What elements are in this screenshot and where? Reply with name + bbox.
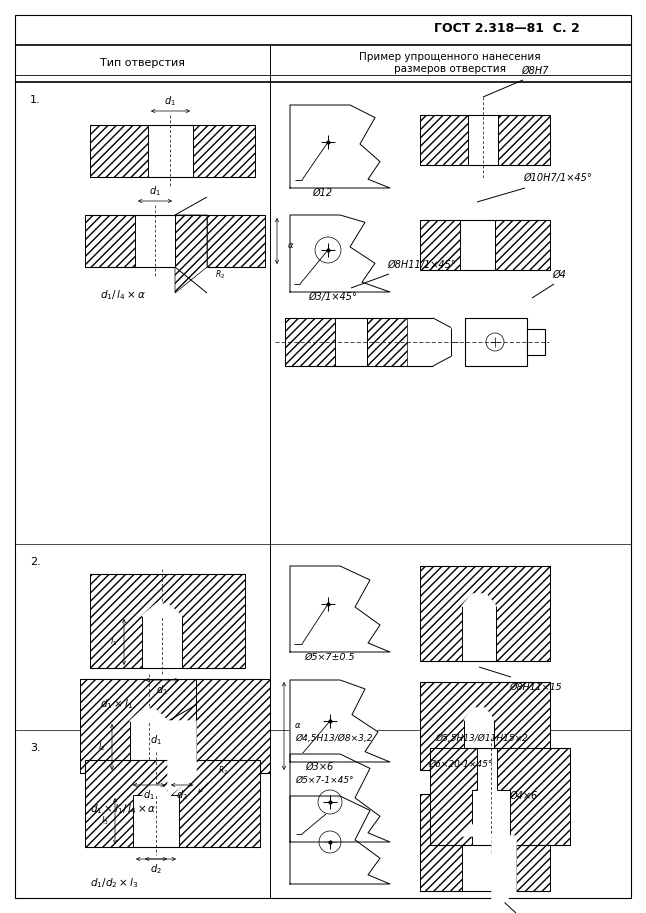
Text: Тип отверстия: Тип отверстия <box>99 58 185 68</box>
Polygon shape <box>290 215 390 292</box>
Bar <box>90 125 148 177</box>
Bar <box>468 115 498 165</box>
Bar <box>335 318 367 366</box>
Text: ГОСТ 2.318—81  С. 2: ГОСТ 2.318—81 С. 2 <box>434 22 580 35</box>
Text: $l_2$: $l_2$ <box>98 740 106 753</box>
Text: Ø4×6: Ø4×6 <box>509 791 537 801</box>
Bar <box>207 215 265 267</box>
Bar <box>460 220 495 270</box>
Bar <box>80 679 270 773</box>
Polygon shape <box>464 708 494 720</box>
Bar <box>85 215 135 267</box>
Bar <box>135 215 175 267</box>
Polygon shape <box>290 680 390 762</box>
Text: Пример упрощенного нанесения
размеров отверстия: Пример упрощенного нанесения размеров от… <box>359 52 541 74</box>
Text: $l_1$: $l_1$ <box>110 635 118 648</box>
Text: Ø3/1×45°: Ø3/1×45° <box>308 292 357 302</box>
Text: $d_1$: $d_1$ <box>164 94 176 108</box>
Bar <box>420 115 468 165</box>
Polygon shape <box>175 215 207 293</box>
Text: $R_2$: $R_2$ <box>215 268 225 281</box>
Bar <box>90 574 245 668</box>
Polygon shape <box>290 566 390 652</box>
Bar <box>420 682 550 770</box>
Bar <box>472 790 510 845</box>
Text: 3.: 3. <box>30 743 41 753</box>
Bar <box>285 318 335 366</box>
Text: $R_2$: $R_2$ <box>218 765 228 777</box>
Bar <box>367 318 407 366</box>
Text: $d_1$: $d_1$ <box>143 788 155 802</box>
Polygon shape <box>290 796 390 884</box>
Text: $d_2$: $d_2$ <box>150 862 162 876</box>
Polygon shape <box>142 604 182 616</box>
Bar <box>477 748 497 791</box>
Bar <box>430 748 570 845</box>
Text: Ø8H11×15: Ø8H11×15 <box>509 683 561 691</box>
Bar <box>420 566 550 661</box>
Text: 2.: 2. <box>30 557 41 567</box>
Text: $d_2$: $d_2$ <box>176 788 188 802</box>
Polygon shape <box>290 754 390 842</box>
Text: $d_1/\,l_4 \times \alpha$: $d_1/\,l_4 \times \alpha$ <box>100 289 146 302</box>
Text: 1.: 1. <box>30 95 41 105</box>
Text: Ø5,5H13/Ø11H15×2: Ø5,5H13/Ø11H15×2 <box>435 733 528 742</box>
Text: $l_3$: $l_3$ <box>101 814 109 827</box>
Polygon shape <box>462 825 492 836</box>
Text: Ø5×7±0.5: Ø5×7±0.5 <box>304 653 355 662</box>
Bar <box>420 220 550 270</box>
Polygon shape <box>142 785 170 795</box>
Text: $d_1 \times l_1/\,l_4 \times \alpha$: $d_1 \times l_1/\,l_4 \times \alpha$ <box>90 803 156 816</box>
Text: Ø8H7: Ø8H7 <box>521 66 548 76</box>
Text: $d_1 \times l_1$: $d_1 \times l_1$ <box>100 698 133 711</box>
Polygon shape <box>290 105 390 188</box>
Bar <box>498 115 550 165</box>
Text: $d_1/d_2 \times l_3$: $d_1/d_2 \times l_3$ <box>90 876 138 890</box>
Text: $\alpha$: $\alpha$ <box>295 721 302 730</box>
Polygon shape <box>168 721 196 797</box>
Text: $\alpha$: $\alpha$ <box>287 240 295 249</box>
Bar <box>142 795 170 847</box>
Bar <box>465 318 527 366</box>
Bar <box>527 329 545 355</box>
Text: $d_1$: $d_1$ <box>156 683 168 697</box>
Text: Ø12: Ø12 <box>312 188 332 198</box>
Text: $d_1$: $d_1$ <box>150 733 162 747</box>
Text: Ø4,5H13/Ø8×3,2: Ø4,5H13/Ø8×3,2 <box>295 733 373 742</box>
Polygon shape <box>492 836 516 913</box>
Text: Ø4: Ø4 <box>552 270 566 280</box>
Text: Ø8H11/1×45°: Ø8H11/1×45° <box>387 260 455 270</box>
Text: $d_1$: $d_1$ <box>149 184 161 198</box>
Bar <box>462 836 492 891</box>
Polygon shape <box>462 594 496 606</box>
Bar <box>193 125 255 177</box>
Bar <box>477 748 497 790</box>
Text: Ø3×6: Ø3×6 <box>305 762 333 772</box>
Polygon shape <box>130 709 168 721</box>
Bar <box>142 616 182 668</box>
Bar <box>420 794 550 891</box>
Text: Ø10H7/1×45°: Ø10H7/1×45° <box>523 173 592 183</box>
Bar <box>148 125 193 177</box>
Bar <box>130 721 168 773</box>
Bar <box>133 795 179 847</box>
Text: Ø6×20-1×45°: Ø6×20-1×45° <box>428 760 492 769</box>
Bar <box>85 760 260 847</box>
Bar <box>462 606 496 661</box>
Text: Ø5×7-1×45°: Ø5×7-1×45° <box>295 775 353 784</box>
Bar <box>464 720 494 770</box>
